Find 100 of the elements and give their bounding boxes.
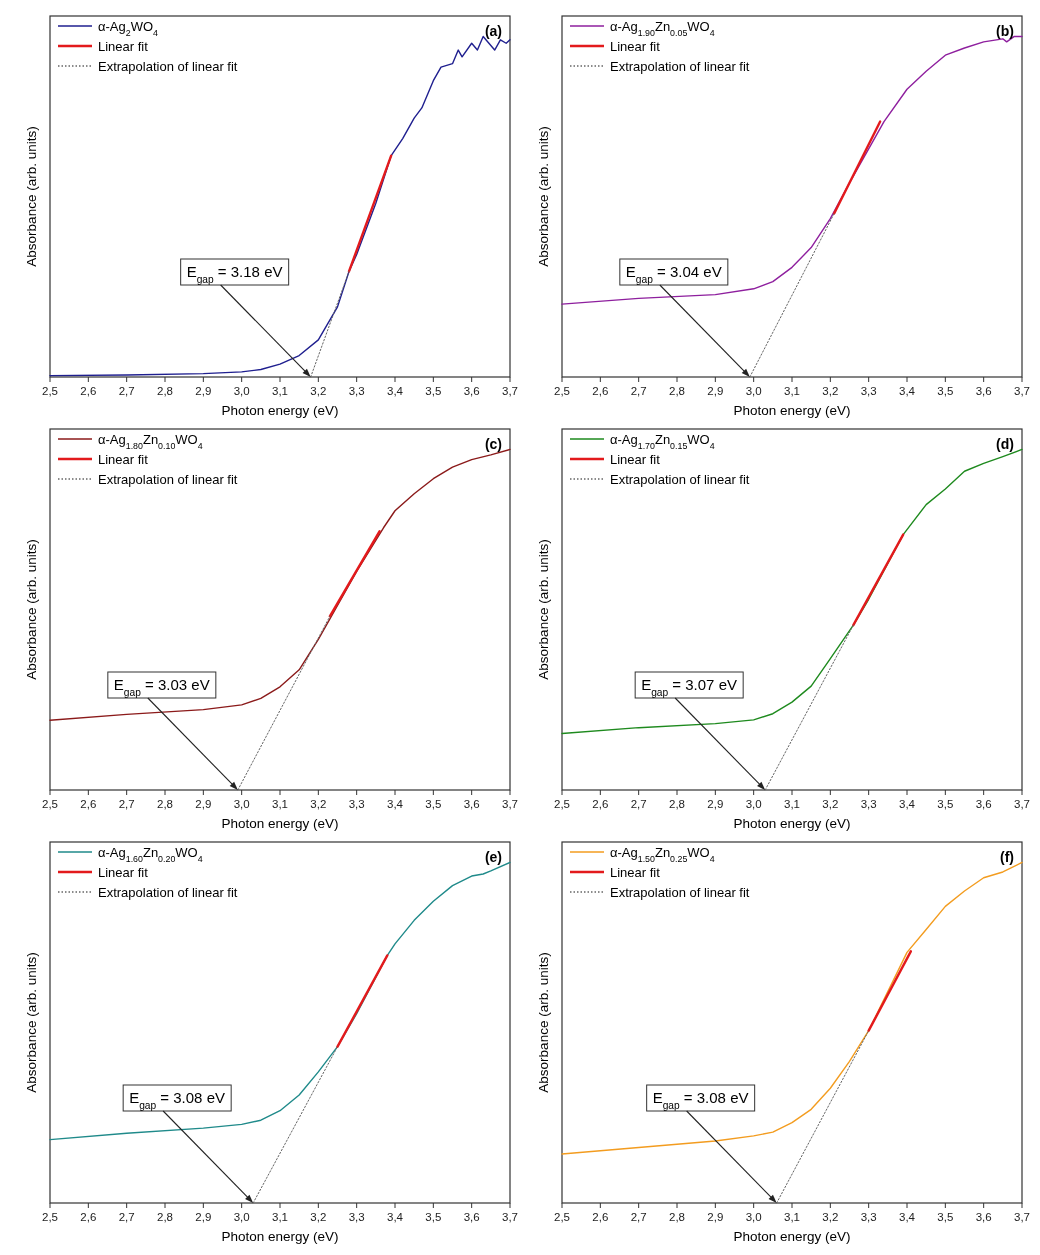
x-tick-label: 2,5 <box>554 1211 570 1223</box>
x-tick-label: 2,6 <box>80 798 97 810</box>
x-tick-label: 3,3 <box>348 798 365 810</box>
x-tick-label: 2,6 <box>592 1211 609 1223</box>
x-tick-label: 3,6 <box>975 1211 992 1223</box>
legend-label: α-Ag$_{1.50}$Zn$_{0.25}$WO$_{4}$ <box>610 845 715 864</box>
x-tick-label: 3,7 <box>502 1211 518 1223</box>
y-axis-title: Absorbance (arb. units) <box>536 126 551 267</box>
x-tick-label: 3,4 <box>899 1211 916 1223</box>
chart-title: (e) <box>484 849 502 865</box>
x-tick-label: 2,7 <box>118 798 135 810</box>
x-tick-label: 3,3 <box>348 1211 365 1223</box>
legend-label: α-Ag$_{2}$WO$_{4}$ <box>98 19 159 38</box>
x-tick-label: 2,7 <box>630 798 647 810</box>
x-tick-label: 3,5 <box>425 385 442 397</box>
x-tick-label: 3,4 <box>899 798 916 810</box>
x-tick-label: 3,6 <box>463 798 480 810</box>
x-tick-label: 3,2 <box>310 1211 327 1223</box>
x-tick-label: 3,3 <box>860 385 877 397</box>
legend-label: Extrapolation of linear fit <box>610 472 750 487</box>
annotation: E$_{gap}$ = 3.18 eV <box>186 263 283 285</box>
x-tick-label: 3,7 <box>502 385 518 397</box>
legend-label: Linear fit <box>610 865 661 880</box>
x-tick-label: 3,5 <box>425 1211 442 1223</box>
x-tick-label: 2,9 <box>195 798 212 810</box>
x-tick-label: 3,4 <box>387 798 404 810</box>
x-tick-label: 3,4 <box>899 385 916 397</box>
annotation: E$_{gap}$ = 3.04 eV <box>625 263 722 285</box>
x-tick-label: 2,8 <box>669 385 685 397</box>
legend-label: α-Ag$_{1.80}$Zn$_{0.10}$WO$_{4}$ <box>98 432 203 451</box>
x-tick-label: 3,4 <box>387 385 404 397</box>
x-tick-label: 3,7 <box>1014 1211 1030 1223</box>
x-tick-label: 3,2 <box>822 798 839 810</box>
x-tick-label: 2,9 <box>707 798 724 810</box>
x-tick-label: 2,7 <box>118 1211 135 1223</box>
x-tick-label: 3,0 <box>745 798 762 810</box>
x-tick-label: 3,0 <box>233 1211 250 1223</box>
x-tick-label: 3,1 <box>784 385 800 397</box>
x-tick-label: 2,5 <box>554 798 570 810</box>
chart-title: (d) <box>996 436 1014 452</box>
legend-label: Linear fit <box>98 452 149 467</box>
y-axis-title: Absorbance (arb. units) <box>536 539 551 680</box>
x-tick-label: 2,8 <box>157 1211 173 1223</box>
x-axis-title: Photon energy (eV) <box>221 403 339 418</box>
x-tick-label: 3,4 <box>387 1211 404 1223</box>
x-axis-title: Photon energy (eV) <box>221 1229 339 1244</box>
x-tick-label: 3,3 <box>860 798 877 810</box>
x-tick-label: 3,7 <box>1014 385 1030 397</box>
x-tick-label: 2,7 <box>630 1211 647 1223</box>
x-tick-label: 3,6 <box>975 385 992 397</box>
legend-label: Extrapolation of linear fit <box>610 885 750 900</box>
x-tick-label: 2,5 <box>42 798 58 810</box>
x-tick-label: 3,3 <box>860 1211 877 1223</box>
x-tick-label: 2,7 <box>630 385 647 397</box>
x-tick-label: 3,2 <box>822 1211 839 1223</box>
y-axis-title: Absorbance (arb. units) <box>24 952 39 1093</box>
x-tick-label: 3,6 <box>975 798 992 810</box>
x-tick-label: 3,5 <box>937 798 954 810</box>
x-tick-label: 3,1 <box>272 798 288 810</box>
x-axis-title: Photon energy (eV) <box>733 1229 851 1244</box>
x-tick-label: 2,5 <box>554 385 570 397</box>
x-tick-label: 2,5 <box>42 385 58 397</box>
annotation: E$_{gap}$ = 3.08 eV <box>129 1089 225 1111</box>
legend-label: Extrapolation of linear fit <box>98 59 238 74</box>
x-tick-label: 3,5 <box>937 1211 954 1223</box>
x-tick-label: 3,0 <box>233 385 250 397</box>
x-tick-label: 3,2 <box>310 798 327 810</box>
legend-label: α-Ag$_{1.90}$Zn$_{0.05}$WO$_{4}$ <box>610 19 715 38</box>
x-tick-label: 2,6 <box>592 385 609 397</box>
x-tick-label: 3,6 <box>463 1211 480 1223</box>
x-tick-label: 2,8 <box>157 798 173 810</box>
x-tick-label: 2,6 <box>80 1211 97 1223</box>
x-tick-label: 3,1 <box>784 1211 800 1223</box>
annotation: E$_{gap}$ = 3.08 eV <box>652 1089 749 1111</box>
legend-label: Linear fit <box>98 865 149 880</box>
x-tick-label: 2,9 <box>195 1211 212 1223</box>
x-tick-label: 3,7 <box>1014 798 1030 810</box>
x-tick-label: 2,6 <box>592 798 609 810</box>
chart-title: (c) <box>484 436 502 452</box>
x-tick-label: 3,1 <box>272 385 288 397</box>
x-tick-label: 3,7 <box>502 798 518 810</box>
x-tick-label: 3,5 <box>425 798 442 810</box>
x-tick-label: 3,2 <box>310 385 327 397</box>
x-axis-title: Photon energy (eV) <box>733 403 851 418</box>
annotation: E$_{gap}$ = 3.03 eV <box>113 676 210 698</box>
legend-label: Linear fit <box>610 452 661 467</box>
annotation: E$_{gap}$ = 3.07 eV <box>641 676 737 698</box>
x-tick-label: 3,6 <box>463 385 480 397</box>
legend-label: Extrapolation of linear fit <box>98 472 238 487</box>
chart-title: (a) <box>484 23 502 39</box>
x-axis-title: Photon energy (eV) <box>733 816 851 831</box>
y-axis-title: Absorbance (arb. units) <box>536 952 551 1093</box>
x-tick-label: 2,6 <box>80 385 97 397</box>
x-tick-label: 2,9 <box>195 385 212 397</box>
x-tick-label: 2,8 <box>669 1211 685 1223</box>
x-tick-label: 3,0 <box>745 385 762 397</box>
chart-title: (b) <box>996 23 1014 39</box>
x-tick-label: 2,9 <box>707 385 724 397</box>
legend-label: Linear fit <box>98 39 149 54</box>
legend-label: Extrapolation of linear fit <box>610 59 750 74</box>
